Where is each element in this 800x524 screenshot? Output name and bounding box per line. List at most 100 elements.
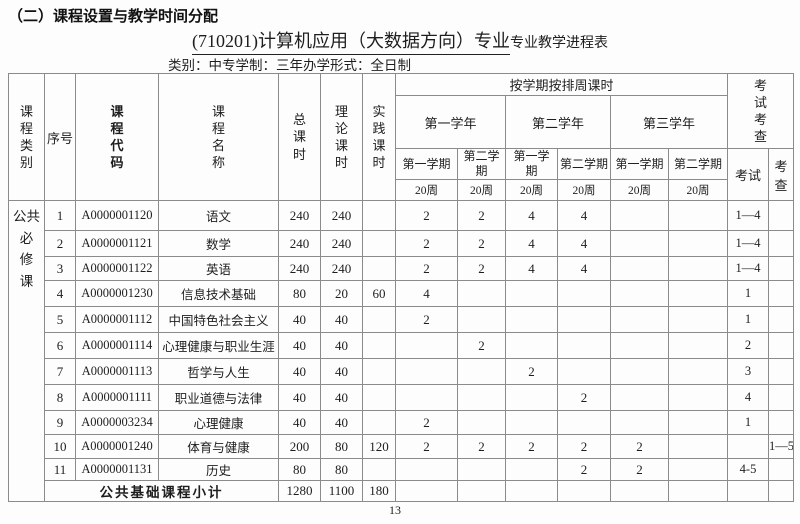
cell-s3: 4 — [505, 230, 558, 257]
header-category: 课 程 类 别 — [8, 73, 45, 201]
cell-code: A0000001113 — [75, 358, 159, 385]
course-row: 3 A0000001122 英语 240 240 2 2 4 4 1—4 — [9, 256, 795, 281]
cell-practice — [362, 358, 396, 385]
cell-seq: 10 — [44, 434, 76, 459]
cell-name: 哲学与人生 — [158, 358, 279, 385]
cell-s1: 2 — [395, 410, 458, 435]
cell-seq: 8 — [44, 384, 76, 411]
cell-theory: 240 — [320, 230, 363, 257]
subtotal-s2 — [457, 480, 506, 502]
cell-theory: 80 — [320, 458, 363, 481]
header-weekly-hours: 按学期按排周课时 — [394, 73, 729, 96]
cell-practice — [362, 256, 396, 281]
cell-exam: 4 — [727, 384, 770, 411]
cell-total: 40 — [278, 306, 321, 333]
cell-s5 — [610, 280, 669, 307]
cell-seq: 5 — [44, 306, 76, 333]
course-row: 公共 必 修 课 1 A0000001120 语文 240 240 2 2 4 4 1—4 — [8, 200, 795, 502]
cell-check — [768, 306, 795, 333]
cell-name: 体育与健康 — [158, 434, 279, 459]
cell-name: 中国特色社会主义 — [158, 306, 279, 333]
cell-s4 — [557, 358, 611, 385]
cell-theory: 240 — [320, 256, 363, 281]
cell-s6 — [667, 256, 729, 281]
cell-exam: 4-5 — [727, 458, 770, 481]
cell-total: 40 — [278, 332, 321, 359]
course-row: 9 A0000003234 心理健康 40 40 2 1 — [9, 410, 795, 435]
header-exam: 考试 — [727, 148, 770, 201]
header-year-3: 第三学年 — [609, 95, 729, 149]
header-weeks-3: 20周 — [505, 179, 558, 201]
cell-s5 — [610, 230, 669, 257]
header-semester-2: 第二学 期 — [457, 148, 506, 180]
header-semester-6: 第二学期 — [667, 148, 729, 180]
cell-total: 40 — [278, 358, 321, 385]
subtotal-theory: 1100 — [320, 480, 363, 502]
course-row: 6 A0000001114 心理健康与职业生涯 40 40 2 2 — [9, 332, 795, 359]
cell-s2: 2 — [457, 256, 506, 281]
cell-s2 — [457, 280, 506, 307]
subtotal-practice: 180 — [362, 480, 396, 502]
cell-s2 — [457, 358, 506, 385]
cell-practice — [362, 306, 396, 333]
cell-s5 — [610, 410, 669, 435]
cell-s6 — [667, 306, 729, 333]
cell-s2: 2 — [457, 230, 506, 257]
header-total-hours: 总 课 时 — [278, 73, 321, 201]
header-check: 考查 — [768, 148, 795, 201]
cell-s5: 2 — [610, 458, 669, 481]
cell-exam: 1 — [727, 306, 770, 333]
cell-seq: 4 — [44, 280, 76, 307]
cell-exam: 2 — [727, 332, 770, 359]
cell-total: 80 — [278, 458, 321, 481]
header-code: 课 程 代 码 — [75, 73, 159, 201]
header-name: 课 程 名 称 — [158, 73, 279, 201]
cell-theory: 40 — [320, 332, 363, 359]
course-row: 10 A0000001240 体育与健康 200 80 120 2 2 2 2 2 1—5 — [9, 434, 795, 459]
cell-name: 心理健康 — [158, 410, 279, 435]
cell-s6 — [667, 230, 729, 257]
cell-seq: 7 — [44, 358, 76, 385]
cell-total: 240 — [278, 230, 321, 257]
cell-seq: 9 — [44, 410, 76, 435]
cell-exam: 1 — [727, 280, 770, 307]
cell-code: A0000003234 — [75, 410, 159, 435]
cell-s2 — [457, 410, 506, 435]
header-theory-hours: 理 论 课 时 — [320, 73, 363, 201]
cell-seq: 3 — [44, 256, 76, 281]
subtotal-s4 — [557, 480, 611, 502]
cell-s1: 2 — [395, 256, 458, 281]
cell-s1: 2 — [395, 200, 458, 231]
header-weeks-1: 20周 — [395, 179, 458, 201]
cell-practice — [362, 410, 396, 435]
cell-code: A0000001121 — [75, 230, 159, 257]
cell-s4: 4 — [557, 200, 611, 231]
cell-code: A0000001240 — [75, 434, 159, 459]
cell-practice — [362, 200, 396, 231]
title-suffix: 专业教学进程表 — [510, 36, 608, 51]
cell-seq: 6 — [44, 332, 76, 359]
cell-name: 心理健康与职业生涯 — [158, 332, 279, 359]
header-weeks-6: 20周 — [667, 179, 729, 201]
cell-theory: 40 — [320, 358, 363, 385]
page-number: 13 — [389, 503, 401, 517]
cell-exam: 1—4 — [727, 200, 770, 231]
cell-exam: 3 — [727, 358, 770, 385]
cell-check — [768, 384, 795, 411]
cell-s5 — [610, 358, 669, 385]
cell-code: A0000001122 — [75, 256, 159, 281]
cell-s5 — [610, 332, 669, 359]
header-seq: 序号 — [44, 73, 76, 201]
cell-s1: 4 — [395, 280, 458, 307]
cell-s1 — [395, 332, 458, 359]
cell-s3 — [505, 280, 558, 307]
header-semester-4: 第二学期 — [557, 148, 611, 180]
cell-exam: 1—4 — [727, 256, 770, 281]
cell-s6 — [667, 332, 729, 359]
document-title: (710201)计算机应用（大数据方向）专业专业教学进程表 — [0, 27, 800, 55]
cell-code: A0000001114 — [75, 332, 159, 359]
cell-s4: 2 — [557, 434, 611, 459]
cell-s5 — [610, 200, 669, 231]
cell-total: 240 — [278, 200, 321, 231]
cell-s6 — [667, 200, 729, 231]
